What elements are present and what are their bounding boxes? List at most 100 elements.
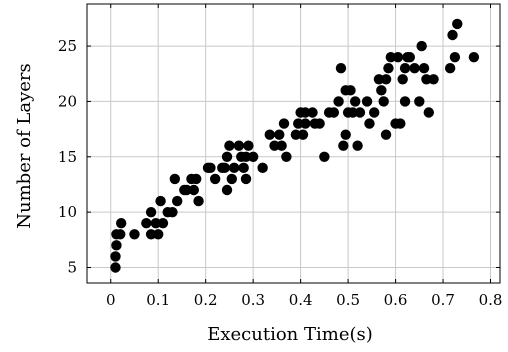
x-tick-label: 0.2	[194, 291, 218, 309]
data-point	[399, 96, 411, 107]
data-point	[240, 151, 252, 162]
y-tick-label: 20	[58, 92, 77, 110]
data-point	[447, 29, 458, 41]
data-point	[354, 107, 366, 118]
data-point	[333, 96, 344, 107]
data-point	[110, 251, 121, 262]
data-point	[361, 96, 373, 107]
plot-frame	[86, 3, 501, 284]
data-point	[111, 240, 122, 251]
data-point	[115, 218, 127, 229]
data-point	[188, 184, 200, 196]
data-point	[414, 96, 425, 107]
x-axis-label: Execution Time(s)	[207, 324, 373, 345]
data-point	[340, 129, 351, 140]
data-point	[452, 18, 463, 30]
axis-ticks	[87, 4, 500, 283]
data-point	[145, 206, 157, 218]
data-point	[297, 129, 309, 140]
x-tick-label: 0	[106, 291, 116, 309]
data-point	[444, 63, 456, 74]
x-tick-label: 0.3	[241, 291, 265, 309]
data-point	[345, 85, 356, 96]
data-point	[153, 229, 164, 240]
data-point	[397, 74, 408, 85]
data-point	[468, 51, 480, 63]
data-point	[300, 107, 311, 118]
data-point	[314, 118, 325, 129]
data-point	[385, 51, 397, 63]
data-point	[281, 151, 292, 162]
x-tick-label: 0.7	[431, 291, 455, 309]
data-point	[307, 107, 318, 118]
x-tick-label: 0.6	[384, 291, 408, 309]
grid-lines	[87, 4, 500, 283]
data-point	[224, 140, 235, 151]
data-point	[264, 129, 275, 140]
data-point	[350, 96, 361, 107]
data-point	[293, 118, 304, 129]
data-point	[421, 74, 432, 85]
y-tick-label: 10	[58, 203, 77, 221]
data-point	[380, 74, 392, 85]
data-point	[276, 140, 287, 151]
data-point	[428, 74, 439, 85]
data-point	[418, 63, 430, 74]
data-point	[269, 140, 280, 151]
data-point	[145, 229, 157, 240]
data-point	[167, 206, 178, 218]
data-point	[238, 162, 249, 174]
data-point	[233, 140, 245, 151]
data-point	[226, 173, 237, 185]
x-tick-labels: 0 0.1 0.2 0.3 0.4 0.5 0.6 0.7 0.8	[106, 291, 502, 309]
data-point	[369, 107, 380, 118]
data-point	[171, 195, 183, 207]
data-point	[228, 162, 240, 174]
data-point	[209, 173, 221, 185]
data-point	[416, 40, 427, 52]
data-point	[319, 151, 330, 162]
data-point	[129, 229, 140, 240]
data-point	[395, 118, 406, 129]
data-point	[274, 129, 285, 140]
data-point	[328, 107, 340, 118]
x-tick-label: 0.5	[336, 291, 360, 309]
data-point	[240, 173, 252, 185]
y-tick-labels: 5 10 15 20 25	[58, 37, 77, 276]
data-point	[449, 51, 461, 63]
data-point	[221, 184, 233, 196]
data-point	[423, 107, 434, 118]
data-point	[221, 151, 233, 162]
data-point	[247, 151, 259, 162]
data-point	[364, 118, 375, 129]
data-point	[110, 262, 121, 273]
data-point	[380, 129, 392, 140]
data-point	[404, 51, 416, 63]
y-axis-label: Number of Layers	[14, 63, 35, 228]
data-point	[181, 184, 192, 196]
data-point	[115, 229, 126, 240]
data-point	[205, 162, 216, 174]
data-point	[352, 140, 363, 151]
data-point	[150, 218, 162, 229]
data-point	[378, 96, 389, 107]
data-point	[243, 140, 254, 151]
y-tick-label: 25	[58, 37, 77, 55]
data-point	[219, 162, 230, 174]
data-point	[193, 195, 204, 207]
data-point	[169, 173, 181, 185]
data-point	[278, 118, 290, 129]
data-point	[409, 63, 420, 74]
data-point	[300, 118, 311, 129]
y-tick-label: 15	[58, 148, 77, 166]
x-tick-label: 0.8	[479, 291, 503, 309]
data-point	[157, 218, 169, 229]
data-point	[392, 51, 404, 63]
data-points	[110, 18, 480, 273]
data-point	[373, 74, 385, 85]
y-tick-label: 5	[67, 259, 77, 277]
data-point	[290, 129, 302, 140]
data-point	[257, 162, 268, 174]
x-tick-label: 0.4	[289, 291, 313, 309]
